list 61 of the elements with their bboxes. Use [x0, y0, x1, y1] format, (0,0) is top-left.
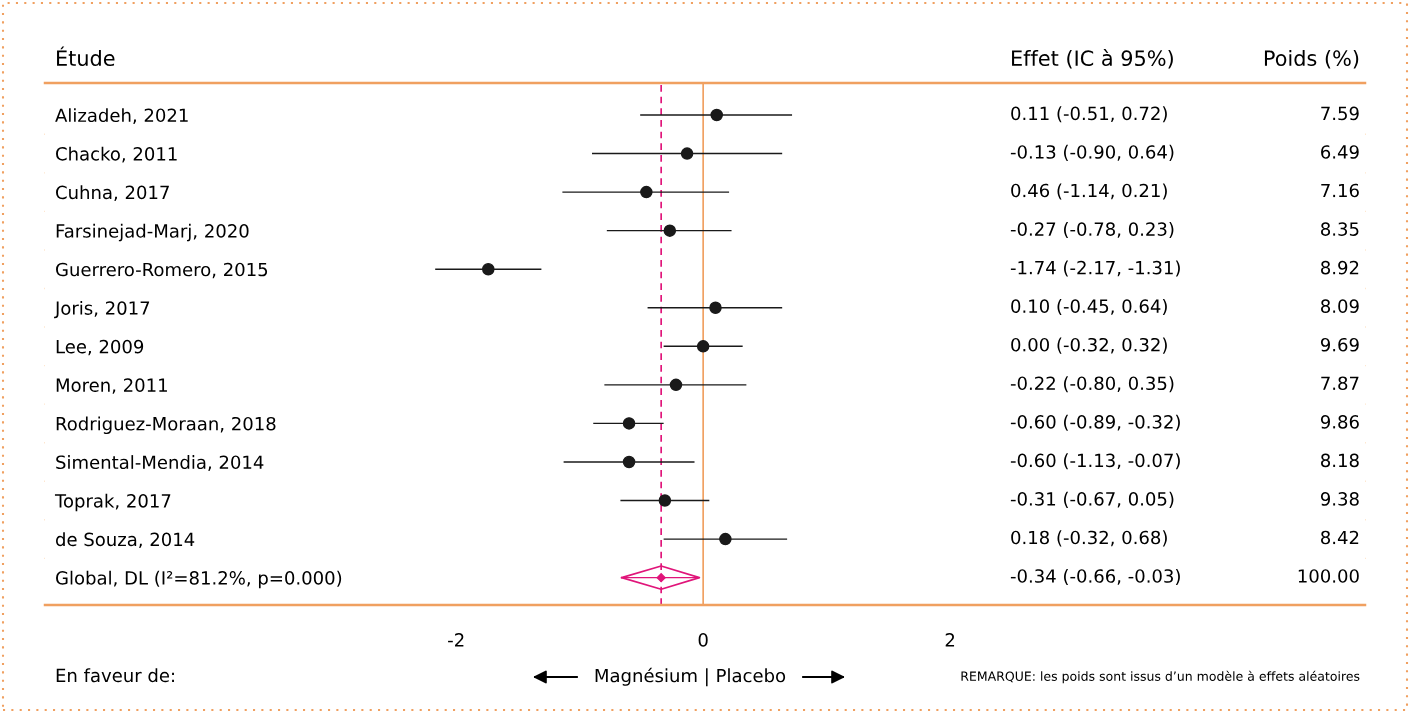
annotation: 0.46 (-1.14, 0.21) [1011, 183, 1167, 200]
point [669, 378, 683, 392]
point [622, 455, 636, 469]
y-tick-label: Cuhna, 2017 [56, 185, 169, 202]
text: Poids (%) [1264, 49, 1359, 69]
y-tick-label: Alizadeh, 2021 [55, 108, 188, 124]
point [709, 301, 722, 315]
point [656, 573, 666, 583]
y-tick-label: de Souza, 2014 [56, 532, 195, 549]
y-tick-label: Global, DL (I²=81.2%, p=0.000) [56, 570, 342, 589]
annotation: 9.69 [1320, 337, 1359, 352]
annotation: 8.09 [1321, 299, 1359, 313]
annotation: 8.92 [1321, 260, 1359, 275]
annotation: 0.18 (-0.32, 0.68) [1011, 530, 1167, 547]
y-tick-label: Farsinejad-Marj, 2020 [56, 223, 249, 242]
annotation: -0.22 (-0.80, 0.35) [1010, 376, 1174, 393]
annotation: -0.31 (-0.67, 0.05) [1010, 491, 1174, 508]
annotation: -0.60 (-1.13, -0.07) [1010, 453, 1180, 470]
annotation: 8.18 [1321, 453, 1359, 468]
y-axis-title: Étude [57, 46, 115, 67]
annotation: -0.34 (-0.66, -0.03) [1010, 568, 1180, 585]
annotation: 7.59 [1321, 106, 1359, 121]
y-tick-label: Simental-Mendia, 2014 [56, 455, 264, 471]
annotation: 7.16 [1321, 183, 1359, 198]
y-tick-label: Moren, 2011 [56, 378, 167, 394]
annotation: 6.49 [1321, 145, 1359, 159]
text: REMARQUE: les poids sont issus d’un modèle à effets aléatoires [961, 670, 1360, 684]
annotation: 0.11 (-0.51, 0.72) [1011, 106, 1167, 123]
annotation: 0.10 (-0.45, 0.64) [1011, 299, 1167, 316]
annotation: 8.35 [1321, 222, 1359, 236]
annotation: -0.60 (-0.89, -0.32) [1010, 414, 1180, 431]
x-tick-label: 2 [945, 633, 955, 647]
y-tick-label: Rodriguez-Moraan, 2018 [56, 416, 276, 435]
annotation: -0.13 (-0.90, 0.64) [1010, 144, 1174, 161]
annotation: 9.38 [1320, 492, 1359, 506]
annotation: 100.00 [1298, 569, 1359, 583]
point [482, 262, 495, 276]
point [719, 532, 732, 546]
y-tick-label: Guerrero-Romero, 2015 [56, 262, 268, 279]
annotation: 7.87 [1321, 376, 1359, 391]
annotation: 9.86 [1320, 415, 1359, 429]
x-tick-label: -2 [448, 633, 464, 647]
y-tick-label: Joris, 2017 [54, 300, 150, 319]
point [680, 147, 694, 160]
text: Effet (IC à 95%) [1012, 49, 1173, 69]
x-axis-title: Magnésium | Placebo [595, 667, 786, 687]
point [640, 185, 653, 199]
y-tick-label: Toprak, 2017 [54, 493, 171, 512]
point [663, 224, 677, 237]
annotation: -1.74 (-2.17, -1.31) [1010, 260, 1180, 277]
y-tick-label: Chacko, 2011 [56, 146, 177, 163]
point [658, 494, 672, 507]
y-tick-label: Lee, 2009 [56, 339, 144, 356]
annotation: 0.00 (-0.32, 0.32) [1011, 337, 1167, 354]
text: En faveur de: [56, 668, 174, 683]
annotation: -0.27 (-0.78, 0.23) [1010, 221, 1174, 239]
annotation: 8.42 [1321, 530, 1359, 545]
point [622, 417, 636, 430]
point [710, 108, 723, 122]
x-tick-label: 0 [698, 633, 708, 647]
point [696, 340, 710, 353]
